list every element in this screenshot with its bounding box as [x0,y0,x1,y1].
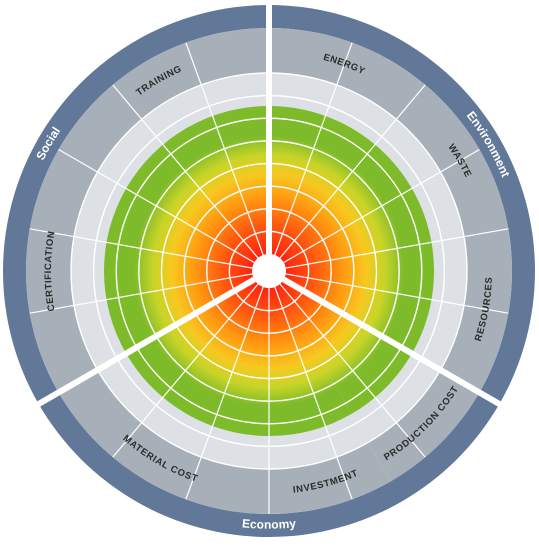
score-segment-resources [283,242,434,354]
category-band-waste [396,84,509,237]
grid-spoke [285,228,509,269]
category-band-production-cost [368,370,480,482]
group-band-economy [38,392,500,537]
grid-spoke [285,273,509,314]
category-label-certification: CERTIFICATION [43,230,58,312]
group-label-economy: Economy [241,516,296,531]
score-segment-material-cost [126,279,269,436]
grid-spoke [283,148,480,264]
group-band-social [3,5,269,404]
group-dividers [31,0,507,410]
category-band-material-cost [58,370,270,514]
category-band-resources [440,228,513,393]
category-band-training [58,28,270,172]
group-bands [3,5,535,537]
category-bands [26,28,513,514]
grid-spoke [279,283,426,458]
grid-spoke [185,42,264,256]
grid-spoke [279,84,426,259]
grid-spoke [274,286,353,500]
category-band-investment [269,442,391,514]
grid-spoke [112,84,259,259]
grid-spoke [29,228,253,269]
group-band-environment [269,5,535,404]
score-segment-investment [269,285,352,436]
grid-spoke [185,286,264,500]
grid-spoke [29,273,253,314]
category-band-energy [269,28,426,120]
score-segment-training [126,106,269,263]
group-divider [31,276,256,410]
center-hub [252,254,286,288]
group-divider [282,276,507,410]
grid-spoke [112,283,259,458]
grid-spoke [274,42,353,256]
score-segment-certification [104,188,255,354]
category-band-certification [26,149,98,393]
grid-spoke [58,148,255,264]
